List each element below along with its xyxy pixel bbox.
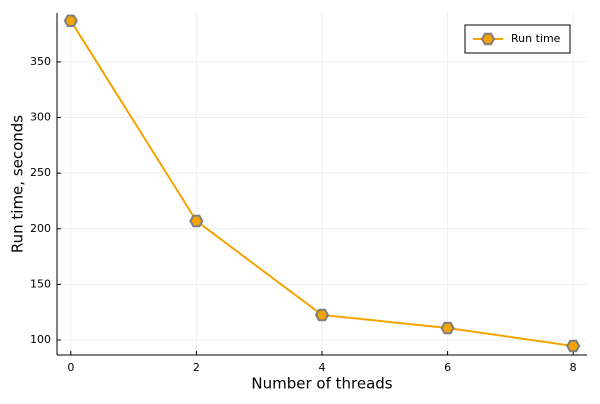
x-tick-label: 8	[570, 361, 577, 374]
x-tick-label: 4	[319, 361, 326, 374]
x-axis-label: Number of threads	[251, 375, 392, 393]
marker	[63, 14, 78, 27]
y-tick-label: 200	[30, 222, 51, 235]
y-tick-label: 250	[30, 166, 51, 179]
y-tick-label: 150	[30, 277, 51, 290]
marker	[189, 214, 204, 228]
y-tick-label: 350	[30, 55, 51, 68]
marker	[440, 321, 455, 335]
x-tick-label: 0	[67, 361, 74, 374]
legend-label: Run time	[511, 32, 561, 45]
x-tick-label: 6	[444, 361, 451, 374]
marker	[314, 308, 330, 322]
y-tick-label: 100	[30, 333, 51, 346]
y-axis-label: Run time, seconds	[9, 115, 27, 253]
y-tick-label: 300	[30, 111, 51, 124]
marker	[566, 339, 581, 353]
legend-marker	[480, 32, 496, 46]
x-tick-label: 2	[193, 361, 200, 374]
